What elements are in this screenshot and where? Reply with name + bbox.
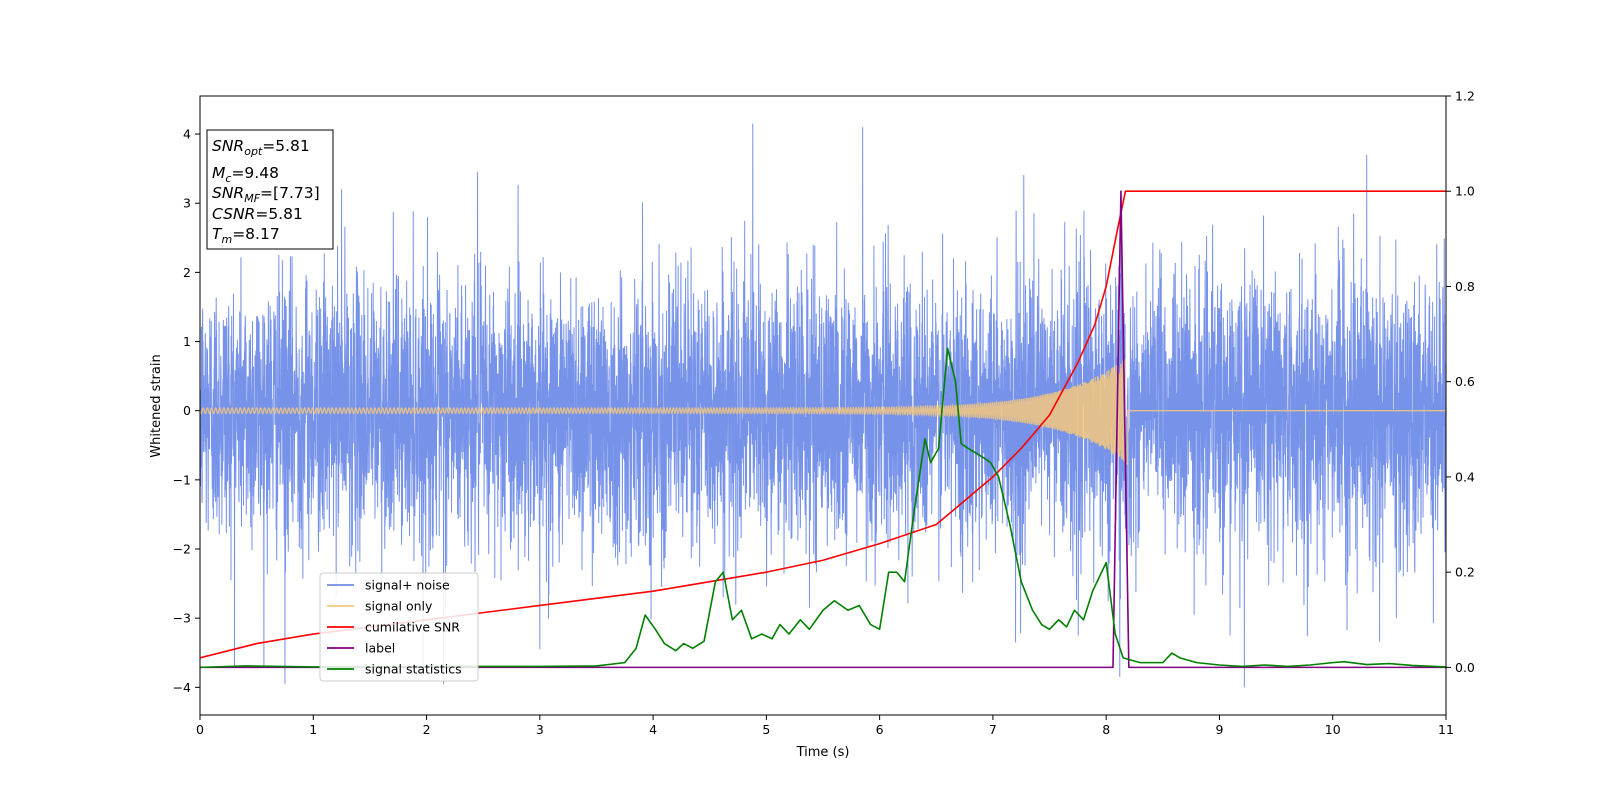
axes-frame <box>199 95 1447 716</box>
x-tick-label: 7 <box>989 722 997 737</box>
x-tick-label: 3 <box>536 722 544 737</box>
x-tick-label: 11 <box>1438 722 1454 737</box>
y-left-tick-label: 3 <box>183 196 191 211</box>
x-tick-label: 1 <box>309 722 317 737</box>
series-signal-only <box>200 359 1446 466</box>
x-tick-label: 9 <box>1215 722 1223 737</box>
x-axis-label: Time (s) <box>796 745 850 760</box>
legend-item-label: signal statistics <box>365 662 462 677</box>
y-right-tick-label: 0.2 <box>1455 565 1475 580</box>
y-left-tick-label: −2 <box>173 542 191 557</box>
y-left-tick-label: 4 <box>183 127 191 142</box>
annotation-line-csnr: CSNR=5.81 <box>212 205 303 223</box>
annotation-line-mc: Mc=9.48 <box>212 164 279 185</box>
y-left-tick-label: −1 <box>173 472 191 487</box>
y-axis-right: 0.0 0.2 0.4 0.6 0.8 1.0 1.2 <box>1446 89 1475 675</box>
legend-item-label: signal+ noise <box>365 578 450 593</box>
annotation-line-snr-opt: SNRopt=5.81 <box>212 137 310 158</box>
series-label <box>200 190 1446 669</box>
annotation-line-tm: Tm=8.17 <box>212 225 280 246</box>
y-left-tick-label: −3 <box>173 611 191 626</box>
y-right-tick-label: 0.4 <box>1455 469 1475 484</box>
legend: signal+ noise signal only cumilative SNR la… <box>319 572 479 682</box>
y-axis-left: −4 −3 −2 −1 0 1 2 3 4 <box>173 127 200 695</box>
x-axis: 0 1 2 3 4 5 6 7 8 9 10 11 <box>196 715 1454 737</box>
annotation-frame <box>206 129 334 250</box>
y-right-tick-label: 0.8 <box>1455 279 1475 294</box>
annotation-box: SNRopt=5.81 Mc=9.48 SNRMF=[7.73] CSNR=5.… <box>206 129 334 250</box>
legend-item-label: cumilative SNR <box>365 620 460 635</box>
y-left-tick-label: −4 <box>173 680 191 695</box>
y-left-tick-label: 1 <box>183 334 191 349</box>
x-tick-label: 4 <box>649 722 657 737</box>
series-signal-statistics <box>200 347 1446 669</box>
legend-frame <box>319 572 479 682</box>
y-right-tick-label: 0.6 <box>1455 374 1475 389</box>
x-tick-label: 6 <box>876 722 884 737</box>
x-tick-label: 8 <box>1102 722 1110 737</box>
annotation-line-snr-mf: SNRMF=[7.73] <box>212 184 320 205</box>
y-right-tick-label: 1.2 <box>1455 89 1475 104</box>
y-right-tick-label: 1.0 <box>1455 184 1475 199</box>
y-left-tick-label: 0 <box>183 403 191 418</box>
y-right-tick-label: 0.0 <box>1455 660 1475 675</box>
y-left-tick-label: 2 <box>183 265 191 280</box>
x-tick-label: 5 <box>762 722 770 737</box>
y-axis-label: Whitened strain <box>149 354 164 457</box>
x-tick-label: 10 <box>1325 722 1341 737</box>
legend-item-label: signal only <box>365 599 433 614</box>
x-tick-label: 0 <box>196 722 204 737</box>
x-tick-label: 2 <box>423 722 431 737</box>
legend-item-label: label <box>365 641 395 656</box>
